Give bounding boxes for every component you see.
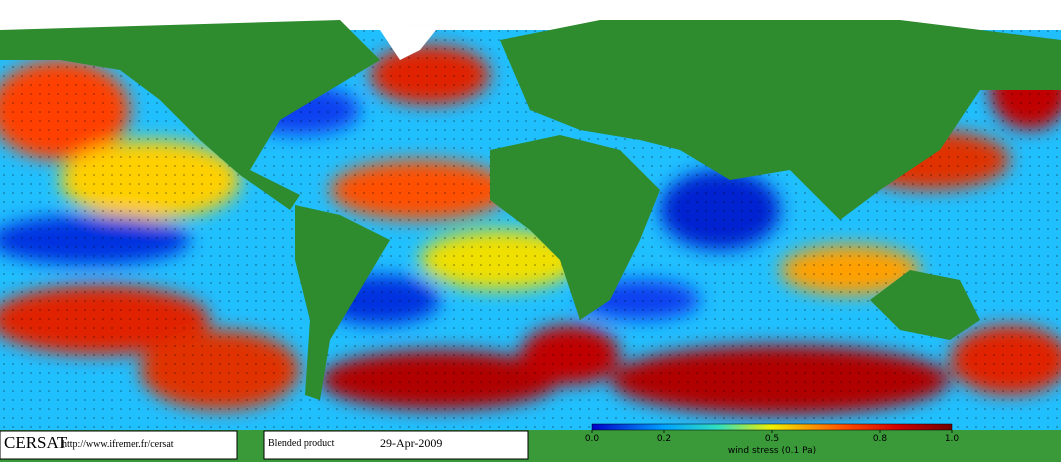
- colorbar: [591, 423, 953, 431]
- product-box: [263, 430, 529, 460]
- date: 29-Apr-2009: [380, 436, 442, 450]
- land: [0, 20, 1061, 462]
- colorbar-tick-label: 0.5: [765, 434, 779, 444]
- colorbar-label: wind stress (0.1 Pa): [728, 446, 816, 456]
- colorbar-tick-label: 0.2: [657, 434, 671, 444]
- credit-box: [0, 430, 238, 460]
- colorbar-tick-label: 0.8: [873, 434, 888, 444]
- product: Blended product: [268, 438, 335, 449]
- colorbar-tick-label: 0.0: [585, 434, 600, 444]
- colorbar-tick-label: 1.0: [945, 434, 960, 444]
- logo: CERSAT: [4, 433, 68, 452]
- url: http://www.ifremer.fr/cersat: [62, 439, 174, 450]
